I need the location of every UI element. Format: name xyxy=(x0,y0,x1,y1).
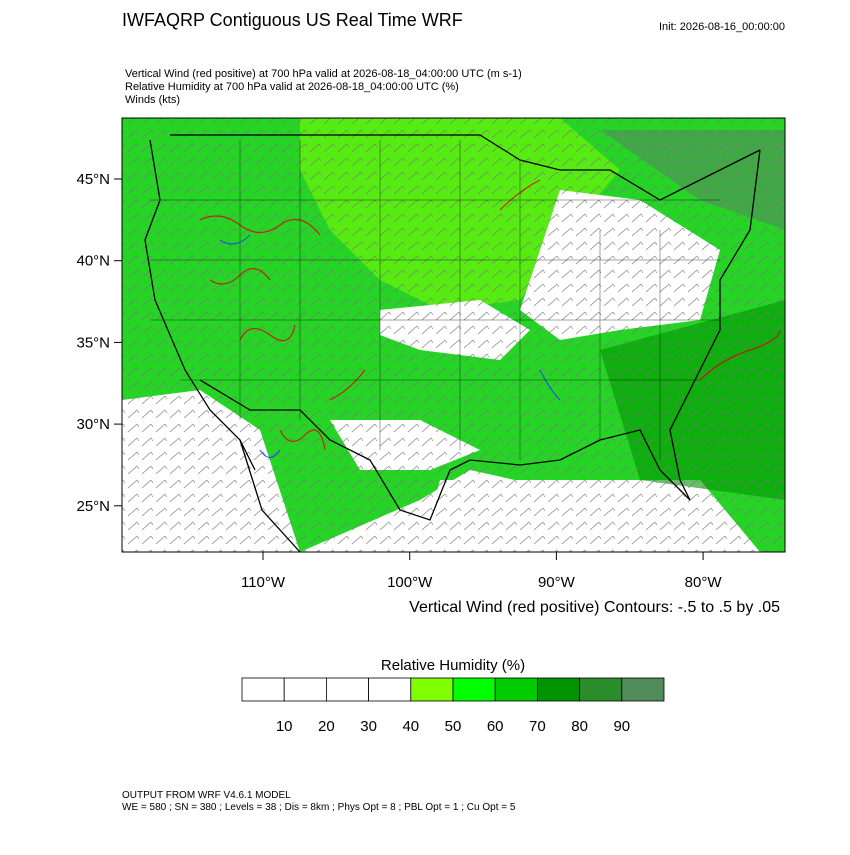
colorbar-box xyxy=(368,677,412,702)
colorbar-box xyxy=(621,677,665,702)
colorbar-box xyxy=(410,677,454,702)
lon-label: 100°W xyxy=(387,574,433,591)
colorbar-box xyxy=(241,677,285,702)
colorbar-label: 70 xyxy=(529,718,546,735)
colorbar-box xyxy=(579,677,623,702)
map xyxy=(122,118,785,552)
colorbar-label: 10 xyxy=(276,718,293,735)
footer-line: WE = 580 ; SN = 380 ; Levels = 38 ; Dis … xyxy=(122,802,516,813)
colorbar-label: 30 xyxy=(360,718,377,735)
contour-note: Vertical Wind (red positive) Contours: -… xyxy=(409,599,780,616)
lon-label: 110°W xyxy=(241,574,286,591)
lat-label: 45°N xyxy=(76,171,110,188)
field-line: Vertical Wind (red positive) at 700 hPa … xyxy=(125,68,522,80)
lat-label: 35°N xyxy=(76,334,110,351)
colorbar-box xyxy=(494,677,538,702)
lon-label: 80°W xyxy=(685,574,723,591)
colorbar-label: 40 xyxy=(402,718,419,735)
colorbar-title: Relative Humidity (%) xyxy=(381,657,525,674)
footer-line: OUTPUT FROM WRF V4.6.1 MODEL xyxy=(122,790,291,801)
colorbar-label: 80 xyxy=(571,718,588,735)
title: IWFAQRP Contiguous US Real Time WRF xyxy=(122,10,463,30)
lat-label: 25°N xyxy=(76,498,110,515)
colorbar-label: 60 xyxy=(487,718,504,735)
lat-label: 30°N xyxy=(76,416,110,433)
colorbar-box xyxy=(452,677,496,702)
lon-label: 90°W xyxy=(538,574,576,591)
map-frame xyxy=(121,117,786,553)
field-line: Relative Humidity at 700 hPa valid at 20… xyxy=(125,81,459,93)
colorbar-label: 50 xyxy=(445,718,462,735)
lat-label: 40°N xyxy=(76,253,110,270)
colorbar-box xyxy=(537,677,581,702)
field-line: Winds (kts) xyxy=(125,94,180,106)
init-time: Init: 2026-08-16_00:00:00 xyxy=(659,21,785,33)
colorbar-label: 90 xyxy=(613,718,630,735)
colorbar-box xyxy=(283,677,327,702)
colorbar-label: 20 xyxy=(318,718,335,735)
colorbar-box xyxy=(325,677,369,702)
